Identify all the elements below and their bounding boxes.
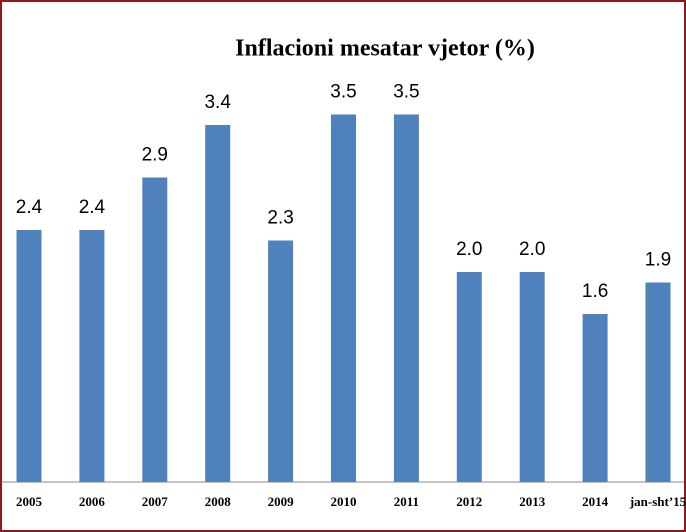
bar — [456, 272, 482, 482]
chart-title: Inflacioni mesatar vjetor (%) — [235, 36, 535, 62]
value-label: 2.0 — [456, 239, 482, 260]
value-label: 3.4 — [204, 92, 231, 113]
value-label: 1.9 — [645, 250, 671, 271]
value-label: 2.9 — [142, 145, 168, 166]
x-tick-label: 2007 — [142, 494, 169, 509]
bar — [205, 125, 231, 482]
x-tick-label: 2010 — [331, 494, 357, 509]
x-tick-label: 2014 — [582, 494, 609, 509]
x-tick-label: 2008 — [205, 494, 232, 509]
x-tick-label: 2009 — [268, 494, 295, 509]
bar — [331, 114, 356, 482]
value-label: 2.3 — [267, 208, 293, 229]
bar — [393, 114, 419, 482]
bar — [645, 282, 671, 482]
x-tick-label: 2005 — [16, 494, 43, 509]
bar — [79, 230, 105, 482]
bar — [142, 177, 168, 482]
x-tick-label: 2006 — [79, 494, 106, 509]
x-tick-label: 2012 — [456, 494, 482, 509]
bar — [519, 272, 545, 482]
value-label: 2.4 — [79, 197, 106, 218]
value-label: 3.5 — [330, 82, 356, 103]
x-tick-label: jan-sht’15 — [629, 494, 686, 509]
x-tick-label: 2011 — [394, 494, 419, 509]
x-tick-label: 2013 — [519, 494, 546, 509]
value-label: 1.6 — [582, 281, 608, 302]
bar — [268, 240, 294, 482]
bar — [582, 314, 608, 482]
value-label: 2.0 — [519, 239, 545, 260]
value-label: 3.5 — [393, 82, 419, 103]
bar — [16, 230, 42, 482]
value-label: 2.4 — [16, 197, 43, 218]
